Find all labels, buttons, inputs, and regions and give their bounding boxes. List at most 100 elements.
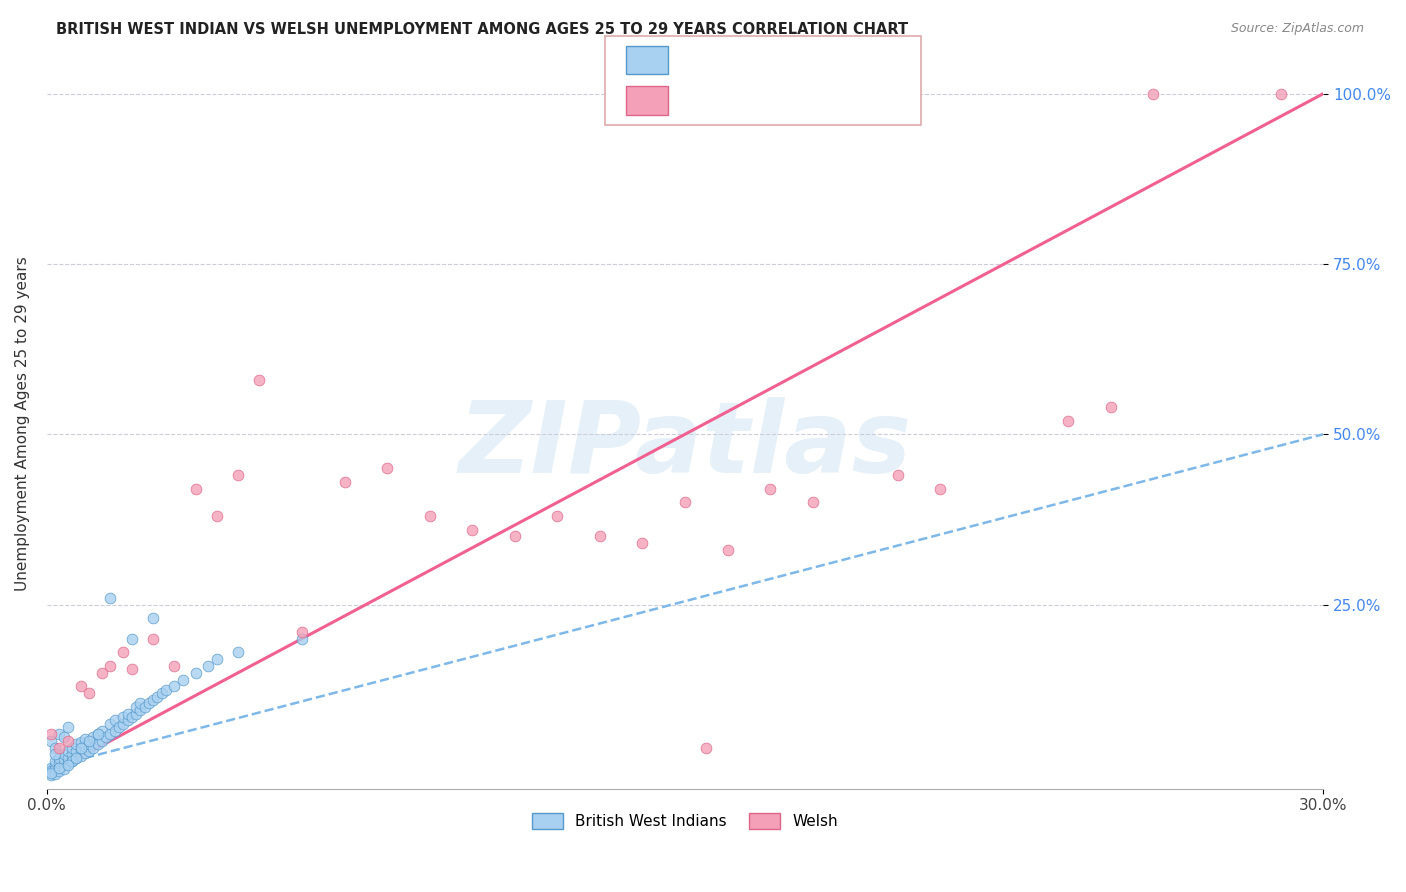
Point [65,751,87,765]
Point [121,710,143,724]
Point [112,710,135,724]
Point [197,659,219,673]
Point [39,768,62,782]
Point [48,761,70,775]
Point [69,679,91,693]
Point [87,737,110,751]
Point [52,753,75,767]
Point [163,659,186,673]
Legend: British West Indians, Welsh: British West Indians, Welsh [526,807,844,836]
Point [77,686,100,700]
Point [69,740,91,755]
Point [73,739,96,754]
Point [205,509,228,524]
Point [125,706,148,721]
Point [184,665,207,680]
Point [142,632,165,646]
Text: BRITISH WEST INDIAN VS WELSH UNEMPLOYMENT AMONG AGES 25 TO 29 YEARS CORRELATION : BRITISH WEST INDIAN VS WELSH UNEMPLOYMEN… [56,22,908,37]
Point [87,727,110,741]
Text: Source: ZipAtlas.com: Source: ZipAtlas.com [1230,22,1364,36]
Point [39,727,62,741]
Point [129,703,152,717]
Point [77,737,100,751]
Point [73,746,96,760]
Point [716,543,738,558]
Point [69,735,91,749]
Point [125,699,148,714]
Point [172,673,194,687]
Point [48,760,70,774]
Point [39,734,62,748]
Point [226,468,249,483]
Point [129,697,152,711]
Point [87,727,110,741]
Point [65,751,87,765]
Point [546,509,568,524]
Point [48,740,70,755]
Point [375,461,398,475]
Text: N = 35: N = 35 [801,91,859,110]
Point [39,764,62,779]
Point [801,495,824,509]
Point [60,754,83,768]
Point [69,742,91,756]
Point [52,757,75,772]
Point [100,727,122,741]
Point [82,740,104,755]
Point [104,714,127,728]
Point [73,732,96,747]
Point [56,751,79,765]
Point [52,731,75,745]
Text: R = 0.358: R = 0.358 [679,51,762,70]
Point [77,744,100,758]
Point [155,682,177,697]
Point [96,731,118,745]
Point [82,731,104,745]
Point [104,723,127,738]
Point [695,740,717,755]
Point [1142,87,1164,101]
Point [48,727,70,741]
Point [589,529,612,543]
Point [69,748,91,763]
Point [91,665,114,680]
Point [163,679,186,693]
Point [52,763,75,777]
Text: ZIPatlas: ZIPatlas [458,398,911,494]
Point [44,763,66,777]
Point [44,754,66,768]
Point [44,766,66,780]
Point [142,693,165,707]
Point [108,720,131,734]
Point [205,652,228,666]
Point [65,737,87,751]
Point [100,659,122,673]
Point [39,761,62,775]
Point [1270,87,1292,101]
Point [1099,400,1122,414]
Point [673,495,696,509]
Point [121,632,143,646]
Text: N = 83: N = 83 [801,51,859,70]
Point [121,662,143,676]
Point [60,740,83,755]
Point [60,754,83,768]
Point [333,475,356,489]
Point [117,714,139,728]
Y-axis label: Unemployment Among Ages 25 to 29 years: Unemployment Among Ages 25 to 29 years [15,257,30,591]
Point [44,747,66,762]
Point [60,747,83,762]
Point [39,765,62,780]
Point [56,757,79,772]
Point [112,716,135,731]
Point [887,468,910,483]
Point [631,536,654,550]
Point [1057,414,1080,428]
Point [52,747,75,762]
Point [100,716,122,731]
Point [48,764,70,779]
Text: R = 0.683: R = 0.683 [679,91,762,110]
Point [56,744,79,758]
Point [461,523,484,537]
Point [56,756,79,770]
